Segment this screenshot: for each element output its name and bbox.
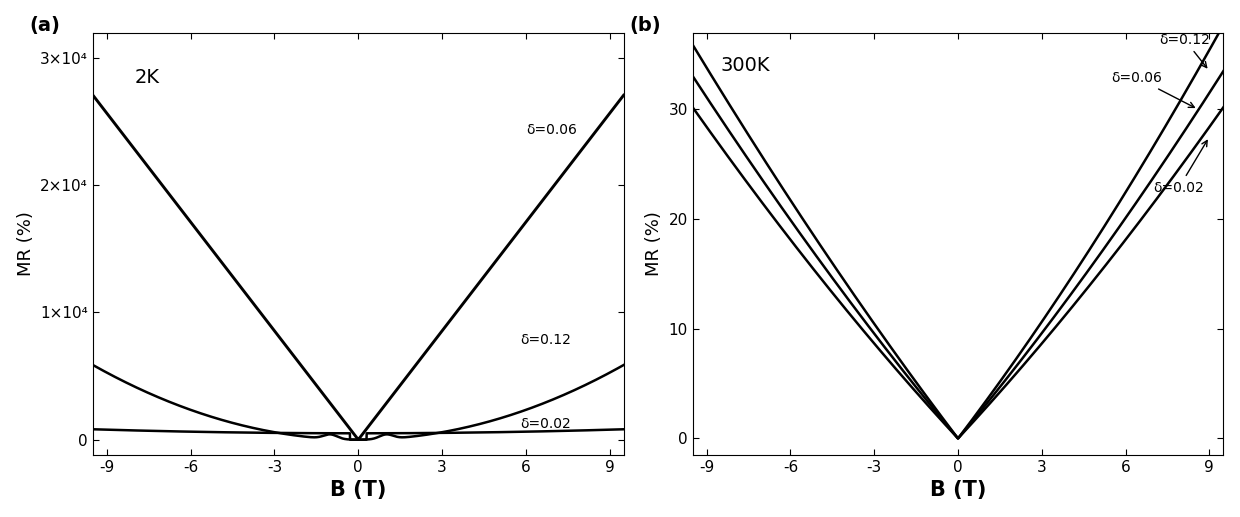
X-axis label: B (T): B (T) [930, 480, 986, 500]
Y-axis label: MR (%): MR (%) [16, 211, 35, 276]
Text: (b): (b) [629, 16, 661, 35]
Y-axis label: MR (%): MR (%) [645, 211, 663, 276]
Text: δ=0.06: δ=0.06 [526, 124, 577, 138]
Text: 2K: 2K [135, 68, 160, 87]
Text: (a): (a) [30, 16, 61, 35]
Text: δ=0.06: δ=0.06 [1111, 71, 1194, 108]
Text: δ=0.02: δ=0.02 [521, 417, 570, 431]
Text: δ=0.12: δ=0.12 [1159, 33, 1210, 68]
Text: δ=0.12: δ=0.12 [521, 333, 572, 347]
X-axis label: B (T): B (T) [330, 480, 387, 500]
Text: δ=0.02: δ=0.02 [1153, 141, 1208, 194]
Text: 300K: 300K [720, 56, 770, 75]
